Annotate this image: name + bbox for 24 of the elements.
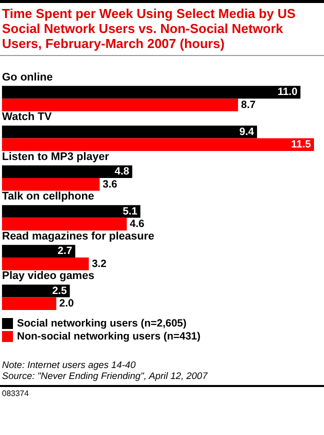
data-label: 11.5 (291, 138, 312, 151)
data-label: 3.6 (102, 178, 118, 190)
data-label: 2.7 (58, 245, 72, 258)
data-label: 4.6 (130, 218, 145, 230)
y-tick-label: Listen to MP3 player (2, 150, 110, 163)
data-label: 2.0 (59, 298, 74, 310)
data-label: 11.0 (278, 86, 298, 98)
legend-label: Non-social networking users (n=431) (17, 330, 201, 342)
data-label: 8.7 (241, 98, 256, 111)
text: Note: Internet users ages 14-40 (2, 360, 137, 371)
source-note: Source: "Never Ending Friending", April 12, 2007 (2, 371, 209, 382)
text: 083374 (0, 385, 324, 400)
data-label: 3.2 (92, 258, 107, 270)
y-tick-label: Watch TV (2, 111, 52, 124)
data-label: 9.4 (239, 126, 254, 138)
y-tick-label: Read magazines for pleasure (2, 230, 154, 242)
y-tick-label: Play video games (2, 270, 94, 282)
chart-title: Time Spent per Week Using Select Media by US Social Network Users vs. Non-Social Network Users, February-March 2007 (hours) (0, 0, 324, 56)
data-label: 2.5 (52, 284, 67, 297)
y-tick-label: Go online (2, 71, 53, 84)
y-tick-label: Talk on cellphone (2, 190, 94, 203)
data-label: 4.8 (114, 166, 130, 178)
data-label: 5.1 (122, 205, 138, 218)
legend-label: Social networking users (n=2,605) (17, 318, 187, 330)
